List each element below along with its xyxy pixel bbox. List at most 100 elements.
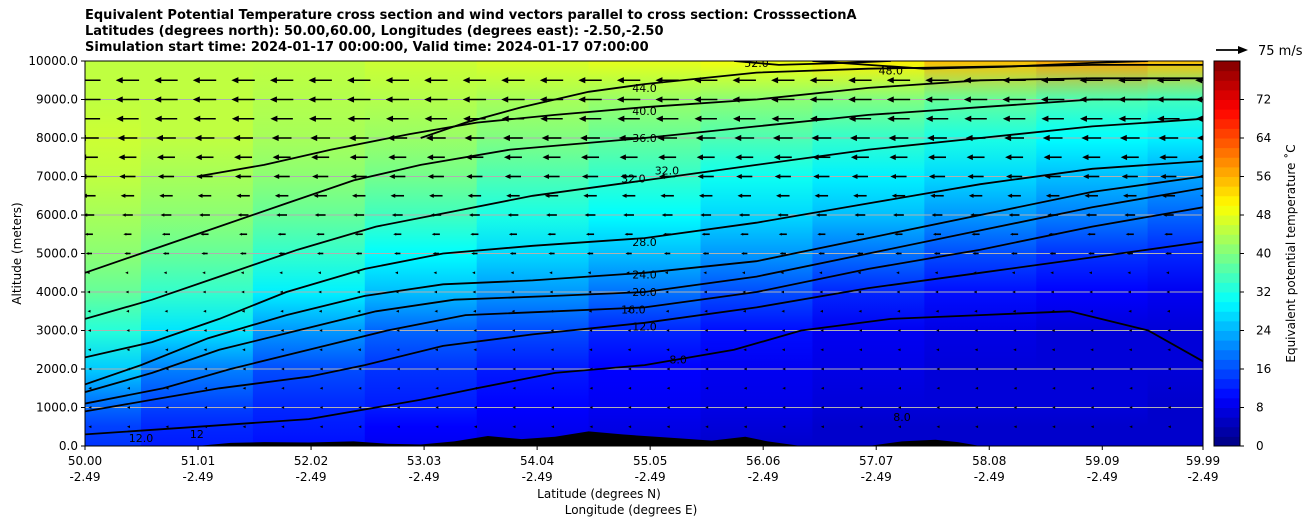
- wind-arrow-head: [160, 213, 165, 217]
- wind-arrow-head: [88, 425, 92, 429]
- wind-arrow-head: [624, 232, 628, 236]
- wind-arrow-head: [628, 425, 632, 429]
- wind-arrow-head: [972, 252, 976, 255]
- wind-arrow-head: [424, 96, 432, 103]
- wind-arrow-head: [231, 77, 239, 84]
- wind-arrow-head: [231, 96, 239, 103]
- wind-arrow-head: [1090, 406, 1094, 409]
- wind-arrow-head: [655, 115, 663, 122]
- wind-arrow-head: [1002, 115, 1010, 122]
- wind-arrow-head: [1118, 115, 1126, 122]
- colorbar-segment: [1214, 388, 1240, 399]
- wind-arrow-head: [88, 386, 92, 390]
- wind-arrow-head: [1164, 232, 1168, 236]
- wind-arrow-head: [1157, 115, 1165, 122]
- wind-arrow-head: [935, 309, 939, 313]
- wind-arrow-head: [782, 386, 786, 390]
- colorbar-segment: [1214, 80, 1240, 91]
- wind-arrow-head: [1089, 309, 1093, 313]
- wind-arrow-head: [774, 173, 781, 180]
- wind-arrow-head: [550, 309, 554, 313]
- contour-label: 8.0: [893, 411, 911, 424]
- wind-arrow-head: [240, 271, 244, 275]
- wind-arrow-head: [1166, 271, 1170, 275]
- wind-arrow-head: [194, 134, 202, 142]
- wind-arrow-head: [1160, 173, 1166, 180]
- wind-arrow-head: [1043, 154, 1050, 161]
- contour-label: 40.0: [632, 105, 657, 118]
- wind-arrow-head: [858, 290, 862, 294]
- colorbar-tick-label: 72: [1256, 93, 1271, 107]
- colorbar-tick-label: 48: [1256, 208, 1271, 222]
- wind-arrow-head: [820, 329, 824, 332]
- wind-arrow-head: [389, 173, 395, 180]
- wind-arrow-head: [693, 77, 701, 84]
- wind-arrow-head: [1195, 96, 1203, 103]
- y-tick-label: 10000.0: [28, 54, 78, 68]
- wind-arrow-head: [1161, 193, 1167, 198]
- wind-arrow-head: [85, 193, 87, 198]
- wind-arrow-head: [1082, 154, 1089, 161]
- colorbar-segment: [1214, 340, 1240, 351]
- wind-arrow-head: [741, 271, 745, 275]
- wind-arrow-head: [584, 213, 589, 217]
- wind-arrow-head: [1052, 386, 1056, 390]
- colorbar-segment: [1214, 205, 1240, 216]
- wind-arrow-head: [386, 115, 394, 122]
- wind-arrow-head: [780, 271, 784, 275]
- wind-arrow-head: [858, 348, 862, 352]
- wind-arrow-head: [347, 115, 355, 122]
- x-tick-label-lat: 53.03: [407, 454, 441, 468]
- wind-arrow-head: [512, 406, 516, 409]
- wind-arrow-head: [1079, 96, 1087, 103]
- wind-arrow-head: [628, 406, 632, 409]
- wind-arrow-head: [782, 406, 786, 409]
- colorbar-segment: [1214, 70, 1240, 81]
- wind-arrow-head: [625, 252, 629, 255]
- wind-arrow-head: [588, 290, 592, 294]
- contour-lines: 8.0 12.0 16.0 20.0 24.0 28.0 32.0 36.0 40.0 44.0 4…: [85, 61, 1203, 445]
- wind-arrow-head: [704, 329, 708, 332]
- colorbar-segment: [1214, 243, 1240, 254]
- wind-arrow-head: [618, 134, 626, 142]
- wind-arrow-head: [1129, 367, 1133, 371]
- wind-arrow-head: [126, 425, 130, 429]
- wind-arrow-head: [387, 134, 395, 142]
- wind-arrow-head: [358, 425, 362, 429]
- wind-arrow-head: [281, 386, 285, 390]
- wind-arrow-head: [814, 193, 820, 198]
- contour-52.0: [734, 61, 891, 66]
- colorbar-tick-label: 40: [1256, 247, 1271, 261]
- wind-arrow-head: [242, 406, 246, 409]
- wind-arrow-head: [1052, 367, 1056, 371]
- contour-label: 48.0: [879, 65, 904, 78]
- wind-arrow-head: [196, 173, 203, 180]
- x-tick-label-lon: -2.49: [296, 470, 327, 484]
- wind-arrow-head: [934, 271, 938, 275]
- wind-arrow-head: [697, 173, 704, 180]
- wind-arrow-head: [580, 134, 588, 142]
- wind-arrow-head: [504, 173, 511, 180]
- wind-arrow-head: [1079, 115, 1087, 122]
- wind-arrow-head: [732, 115, 740, 122]
- colorbar-segment: [1214, 118, 1240, 129]
- wind-arrow-head: [585, 232, 589, 236]
- wind-arrow-head: [503, 154, 511, 161]
- wind-arrow-head: [509, 252, 513, 255]
- wind-arrow-head: [1167, 367, 1171, 371]
- wind-arrow-head: [738, 213, 743, 217]
- wind-arrow-head: [549, 290, 553, 294]
- wind-arrow-head: [1206, 387, 1209, 390]
- wind-arrow-head: [1083, 173, 1089, 180]
- wind-arrow-head: [201, 252, 205, 255]
- wind-arrow-head: [466, 173, 472, 180]
- colorbar-segment: [1214, 272, 1240, 283]
- wind-arrow-head: [435, 386, 439, 390]
- wind-arrow-head: [932, 232, 936, 236]
- wind-arrow-head: [1159, 154, 1166, 161]
- wind-arrow-head: [820, 367, 824, 371]
- wind-arrow-head: [87, 290, 91, 294]
- x-tick-label-lat: 56.06: [746, 454, 780, 468]
- wind-arrow-head: [163, 271, 167, 275]
- wind-arrow-head: [1197, 154, 1203, 160]
